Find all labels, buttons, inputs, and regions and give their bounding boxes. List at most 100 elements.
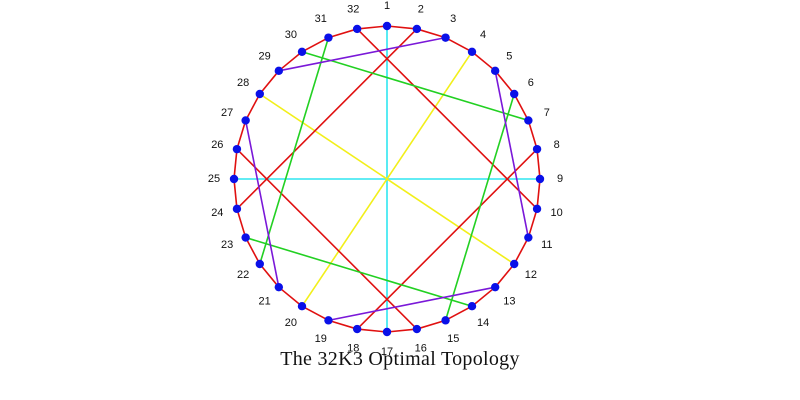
ring-edges <box>233 25 541 333</box>
ring-edge-20-21 <box>278 286 303 307</box>
chord-6-15 <box>444 93 515 321</box>
ring-edge-4-5 <box>471 51 496 72</box>
node-3 <box>441 33 450 42</box>
node-label-30: 30 <box>285 29 297 41</box>
node-16 <box>412 324 422 334</box>
node-32 <box>352 24 362 34</box>
node-label-24: 24 <box>211 207 223 219</box>
node-label-2: 2 <box>418 3 424 15</box>
node-label-5: 5 <box>506 51 512 63</box>
ring-edge-10-11 <box>527 208 538 238</box>
ring-edge-23-24 <box>236 208 247 238</box>
node-label-13: 13 <box>503 295 515 307</box>
node-label-1: 1 <box>384 0 390 12</box>
chord-edges <box>234 26 540 332</box>
ring-edge-22-23 <box>244 237 261 265</box>
ring-edge-28-29 <box>259 70 280 95</box>
node-label-3: 3 <box>450 13 456 25</box>
node-label-22: 22 <box>237 269 249 281</box>
node-label-32: 32 <box>347 3 359 15</box>
ring-edge-31-32 <box>328 28 358 39</box>
node-18 <box>352 324 362 334</box>
node-label-29: 29 <box>259 51 271 63</box>
ring-edge-9-10 <box>536 178 541 209</box>
node-label-19: 19 <box>315 333 327 345</box>
node-19 <box>324 316 333 325</box>
node-4 <box>467 47 477 56</box>
node-label-6: 6 <box>528 77 534 89</box>
node-label-10: 10 <box>551 207 563 219</box>
node-17 <box>382 327 392 337</box>
ring-edge-18-19 <box>328 319 358 330</box>
ring-edge-19-20 <box>301 305 329 322</box>
node-11 <box>524 233 533 242</box>
ring-edge-16-17 <box>386 328 417 333</box>
ring-edge-8-9 <box>536 149 541 180</box>
node-15 <box>441 316 450 325</box>
node-6 <box>510 89 519 99</box>
node-14 <box>467 302 477 311</box>
node-label-11: 11 <box>541 239 552 251</box>
node-28 <box>255 89 264 99</box>
ring-edge-25-26 <box>233 149 238 180</box>
node-20 <box>297 302 307 311</box>
node-label-21: 21 <box>259 295 271 307</box>
chord-21-27 <box>244 120 280 288</box>
node-label-26: 26 <box>211 139 223 151</box>
node-label-17: 17 <box>381 346 393 358</box>
chord-16-26 <box>236 148 418 330</box>
ring-edge-11-12 <box>513 237 530 265</box>
chord-14-23 <box>245 236 473 307</box>
ring-edge-30-31 <box>301 36 329 53</box>
node-label-8: 8 <box>554 139 560 151</box>
node-label-20: 20 <box>285 317 297 329</box>
chord-13-19 <box>328 286 496 322</box>
ring-edge-26-27 <box>236 120 247 150</box>
node-2 <box>412 24 422 34</box>
ring-edge-12-13 <box>494 263 515 288</box>
node-13 <box>490 282 500 292</box>
node-9 <box>535 174 545 184</box>
node-label-14: 14 <box>477 317 489 329</box>
node-label-9: 9 <box>557 173 563 185</box>
chord-5-11 <box>494 70 530 238</box>
ring-edge-1-2 <box>386 25 417 30</box>
node-31 <box>324 33 333 42</box>
chord-22-31 <box>259 37 330 265</box>
node-label-18: 18 <box>347 343 359 355</box>
node-label-28: 28 <box>237 77 249 89</box>
ring-edge-13-14 <box>471 286 496 307</box>
ring-edge-3-4 <box>445 36 473 53</box>
node-29 <box>274 66 284 76</box>
node-label-12: 12 <box>525 269 537 281</box>
node-25 <box>229 174 239 184</box>
ring-edge-6-7 <box>513 93 530 121</box>
node-labels: 1 234567891011121314151617181920212223242… <box>208 0 563 358</box>
node-label-7: 7 <box>544 107 550 119</box>
ring-edge-15-16 <box>416 319 446 330</box>
node-5 <box>490 66 500 76</box>
ring-edge-2-3 <box>416 28 446 39</box>
node-label-4: 4 <box>480 29 486 41</box>
node-label-27: 27 <box>221 107 233 119</box>
ring-edge-17-18 <box>357 328 388 333</box>
chord-3-29 <box>278 36 446 72</box>
node-7 <box>524 116 533 125</box>
node-label-23: 23 <box>221 239 233 251</box>
node-12 <box>510 259 519 269</box>
nodes <box>229 21 545 337</box>
node-8 <box>532 144 542 154</box>
node-27 <box>241 116 250 125</box>
ring-edge-21-22 <box>259 263 280 288</box>
node-label-25: 25 <box>208 173 220 185</box>
ring-edge-7-8 <box>527 120 538 150</box>
ring-edge-24-25 <box>233 178 238 209</box>
ring-edge-14-15 <box>445 305 473 322</box>
ring-edge-32-1 <box>357 25 388 30</box>
chord-7-30 <box>301 51 529 122</box>
node-24 <box>232 204 242 214</box>
node-label-31: 31 <box>315 13 327 25</box>
node-21 <box>274 282 284 292</box>
node-label-15: 15 <box>447 333 459 345</box>
